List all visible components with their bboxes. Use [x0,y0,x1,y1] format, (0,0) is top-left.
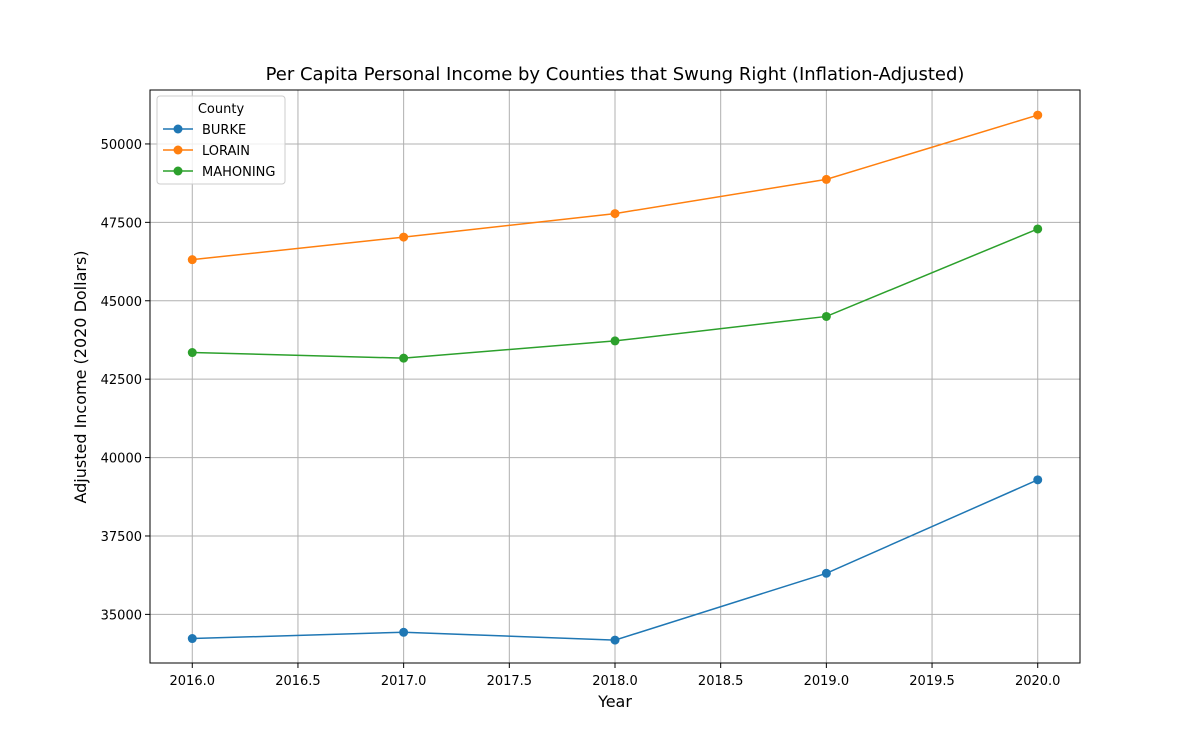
data-point-burke [610,635,620,645]
x-tick-label: 2016.0 [170,674,216,689]
data-point-mahoning [821,311,831,321]
data-point-lorain [1033,110,1043,120]
legend-marker [173,145,183,155]
series-burke [187,475,1043,645]
legend: County BURKE LORAIN MAHONING [156,95,286,185]
y-axis-ticks: 35000 37500 40000 42500 45000 47500 50000 [101,138,150,623]
legend-entry-mahoning: MAHONING [163,165,275,180]
y-tick-label: 42500 [101,373,142,388]
x-axis-label: Year [597,692,632,711]
x-tick-label: 2018.0 [592,674,638,689]
x-axis-ticks: 2016.0 2016.5 2017.0 2017.5 2018.0 2018.5 2019… [170,663,1061,689]
chart-title: Per Capita Personal Income by Counties t… [266,64,965,85]
data-point-lorain [399,232,409,242]
legend-label: MAHONING [202,165,275,180]
series-lorain [187,110,1043,265]
legend-entry-burke: BURKE [163,123,246,138]
data-point-mahoning [1033,224,1043,234]
x-tick-label: 2019.0 [804,674,850,689]
legend-title: County [198,102,245,117]
y-tick-label: 35000 [101,608,142,623]
data-point-lorain [821,174,831,184]
y-tick-label: 45000 [101,295,142,310]
y-tick-label: 40000 [101,452,142,467]
x-tick-label: 2017.5 [487,674,533,689]
data-point-lorain [187,255,197,265]
legend-label: BURKE [202,123,246,138]
x-tick-label: 2016.5 [275,674,321,689]
legend-entry-lorain: LORAIN [163,144,250,159]
legend-marker [173,124,183,134]
legend-box [156,95,286,185]
data-point-mahoning [610,336,620,346]
y-tick-label: 37500 [101,530,142,545]
data-point-burke [1033,475,1043,485]
x-tick-label: 2018.5 [698,674,744,689]
x-tick-label: 2020.0 [1015,674,1061,689]
data-point-mahoning [399,353,409,363]
data-point-burke [821,568,831,578]
data-point-mahoning [187,348,197,358]
series-mahoning [187,224,1043,363]
data-point-burke [399,627,409,637]
x-tick-label: 2019.5 [909,674,955,689]
legend-label: LORAIN [202,144,250,159]
data-point-lorain [610,209,620,219]
y-tick-label: 50000 [101,138,142,153]
series-layer [187,110,1043,645]
y-tick-label: 47500 [101,216,142,231]
x-tick-label: 2017.0 [381,674,427,689]
grid-lines [150,90,1080,663]
data-point-burke [187,634,197,644]
legend-marker [173,166,183,176]
y-axis-label: Adjusted Income (2020 Dollars) [71,250,90,503]
